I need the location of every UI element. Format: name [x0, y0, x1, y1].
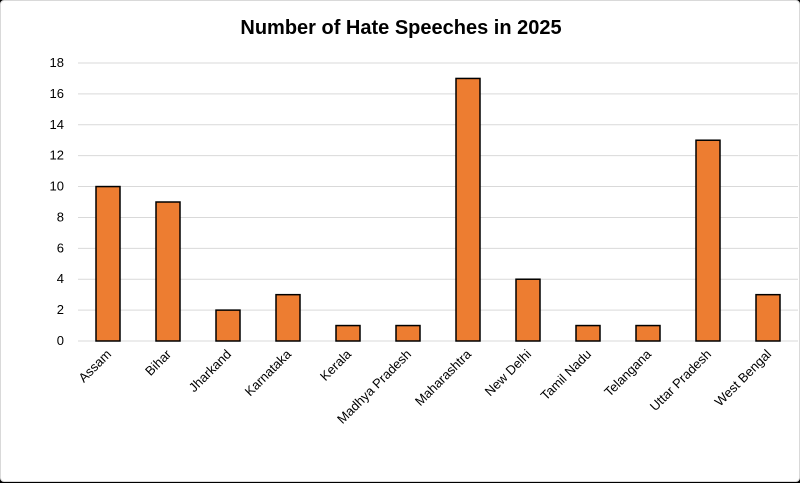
bar-maharashtra: [455, 77, 481, 342]
bar-tamil-nadu: [575, 324, 601, 342]
bar-jharkand: [215, 309, 241, 342]
x-tick-label: Assam: [75, 347, 114, 386]
bar-kerala: [335, 324, 361, 342]
bar-new-delhi: [515, 278, 541, 342]
x-tick-label: Maharashtra: [412, 346, 475, 409]
y-tick-label: 2: [57, 302, 64, 317]
bar-telangana: [635, 324, 661, 342]
bar-karnataka: [275, 293, 301, 342]
bars: [95, 77, 781, 342]
bar-bihar: [155, 201, 181, 342]
y-axis-ticks: 0 2 4 6 8 10 12 14 16 18: [50, 55, 64, 348]
y-tick-label: 18: [50, 55, 64, 70]
x-tick-label: West Bengal: [712, 346, 775, 409]
x-tick-label: New Delhi: [482, 346, 535, 399]
x-tick-label: Uttar Pradesh: [647, 347, 714, 414]
x-tick-label: Telangana: [601, 346, 655, 400]
gridlines: [78, 62, 798, 342]
y-tick-label: 8: [57, 209, 64, 224]
y-tick-label: 10: [50, 179, 64, 194]
x-tick-label: Kerala: [317, 346, 355, 384]
y-tick-label: 12: [50, 148, 64, 163]
chart-title: Number of Hate Speeches in 2025: [240, 17, 562, 39]
bar-assam: [95, 185, 121, 342]
y-tick-label: 0: [57, 333, 64, 348]
y-tick-label: 4: [57, 271, 64, 286]
x-tick-label: Tamil Nadu: [538, 347, 595, 404]
x-tick-label: Karnataka: [242, 346, 295, 399]
y-tick-label: 16: [50, 86, 64, 101]
bar-madhya-pradesh: [395, 324, 421, 342]
bar-uttar-pradesh: [695, 139, 721, 342]
x-tick-label: Bihar: [142, 346, 175, 379]
y-tick-label: 14: [50, 117, 64, 132]
bar-west-bengal: [755, 293, 781, 342]
y-tick-label: 6: [57, 240, 64, 255]
x-axis-ticks: Assam Bihar Jharkand Karnataka KeralaMadhya …: [75, 346, 774, 427]
x-tick-label: Jharkand: [186, 347, 234, 395]
